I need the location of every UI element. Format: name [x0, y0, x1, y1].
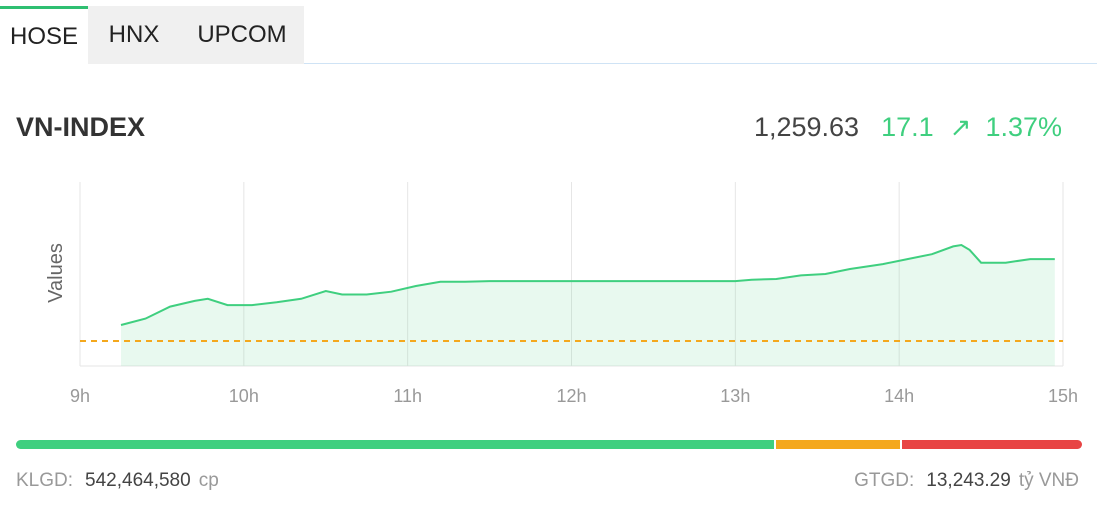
- x-tick-label: 10h: [229, 386, 259, 406]
- tab-hnx[interactable]: HNX: [88, 6, 180, 64]
- chart-grid: [79, 182, 1064, 367]
- volume-unit: cp: [198, 470, 219, 491]
- trade-value: 13,243.29: [926, 470, 1011, 491]
- exchange-tabs: HOSE HNX UPCOM: [0, 0, 1097, 64]
- series-area: [121, 245, 1055, 366]
- index-value: 1,259.63: [753, 112, 860, 142]
- volume-label: KLGD:: [16, 470, 74, 491]
- advancing-bar: [16, 440, 774, 449]
- volume-value: 542,464,580: [85, 470, 191, 491]
- value-unit: tỷ VNĐ: [1018, 470, 1079, 491]
- index-name: VN-INDEX: [16, 112, 146, 142]
- x-tick-label: 9h: [70, 386, 90, 406]
- x-tick-label: 11h: [393, 386, 422, 406]
- index-change: 17.1: [881, 112, 934, 142]
- index-change-percent: 1.37%: [985, 112, 1062, 142]
- index-stats: 1,259.63 17.1 ↗ 1.37%: [754, 112, 1062, 143]
- x-tick-label: 13h: [720, 386, 750, 406]
- y-axis-label: Values: [45, 243, 67, 303]
- value-label: GTGD:: [854, 470, 915, 491]
- x-tick-label: 12h: [556, 386, 586, 406]
- x-tick-label: 14h: [884, 386, 914, 406]
- declining-bar: [902, 440, 1082, 449]
- series-line: [120, 243, 1055, 326]
- volume-summary: KLGD: 542,464,580 cp: [16, 470, 219, 492]
- tabs-divider: [88, 63, 1097, 64]
- value-summary: GTGD: 13,243.29 tỷ VNĐ: [854, 470, 1079, 492]
- index-chart: Values 9h 10h 11h 12h 13h 14h 15h: [45, 182, 1078, 406]
- tab-hose[interactable]: HOSE: [0, 6, 88, 64]
- x-axis-ticks: 9h 10h 11h 12h 13h 14h 15h: [70, 386, 1078, 406]
- arrow-up-right-icon: ↗: [949, 112, 972, 142]
- unchanged-bar: [776, 440, 900, 449]
- x-tick-label: 15h: [1048, 386, 1078, 406]
- tab-upcom[interactable]: UPCOM: [180, 6, 304, 64]
